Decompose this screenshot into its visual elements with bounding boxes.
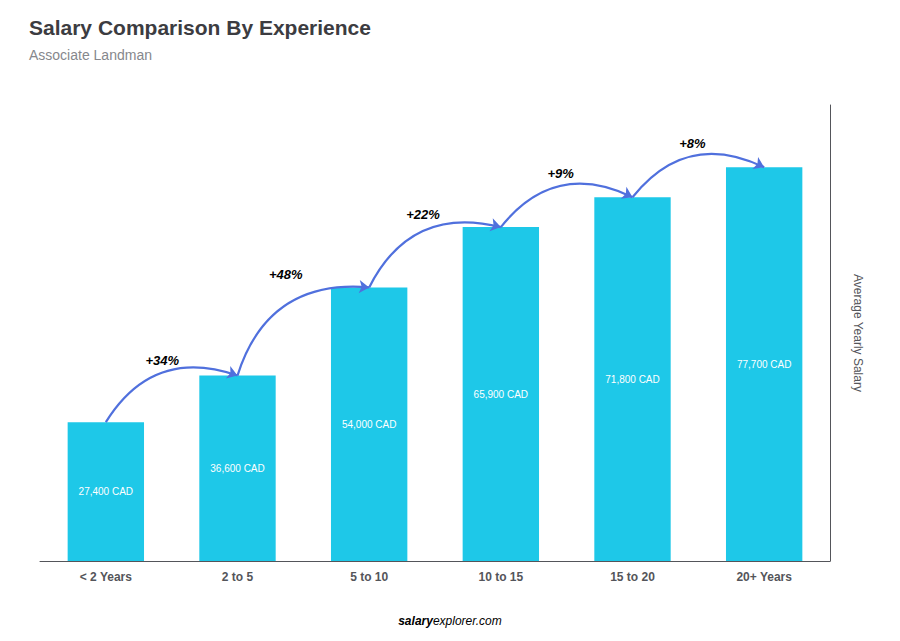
svg-text:+22%: +22% [406,207,440,222]
svg-text:Average Yearly Salary: Average Yearly Salary [851,274,865,392]
svg-text:27,400 CAD: 27,400 CAD [79,486,133,497]
svg-text:15 to 20: 15 to 20 [610,570,655,584]
svg-text:+48%: +48% [269,267,303,282]
svg-text:+9%: +9% [547,166,574,181]
svg-text:10 to 15: 10 to 15 [478,570,523,584]
svg-text:65,900 CAD: 65,900 CAD [474,389,528,400]
svg-text:20+ Years: 20+ Years [736,570,792,584]
svg-text:5 to 10: 5 to 10 [350,570,388,584]
svg-text:+8%: +8% [679,136,706,151]
svg-text:2 to 5: 2 to 5 [222,570,254,584]
svg-text:36,600 CAD: 36,600 CAD [210,463,264,474]
svg-text:Salary Comparison By Experienc: Salary Comparison By Experience [29,16,371,39]
svg-text:54,000 CAD: 54,000 CAD [342,419,396,430]
svg-text:71,800 CAD: 71,800 CAD [605,374,659,385]
svg-text:+34%: +34% [146,353,180,368]
svg-text:salary: salary [398,614,434,628]
svg-text:< 2 Years: < 2 Years [80,570,132,584]
svg-text:explorer.com: explorer.com [433,614,502,628]
svg-text:77,700 CAD: 77,700 CAD [737,359,791,370]
svg-text:Associate Landman: Associate Landman [29,47,152,63]
